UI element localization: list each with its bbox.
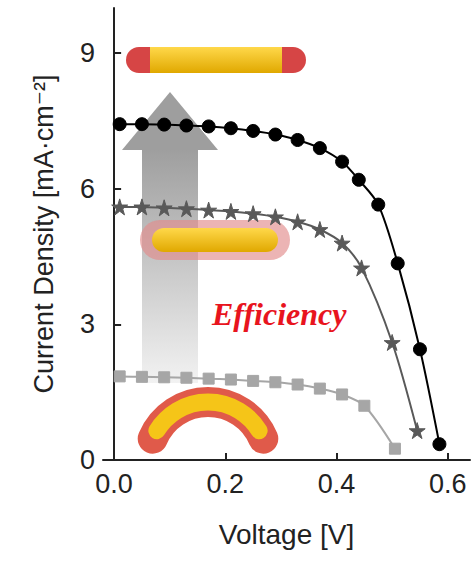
svg-text:Current Density [mA·cm⁻²]: Current Density [mA·cm⁻²] [29,75,59,394]
svg-text:9: 9 [80,38,95,68]
svg-text:Efficiency: Efficiency [211,296,347,332]
svg-text:0.0: 0.0 [95,469,133,499]
svg-text:Voltage [V]: Voltage [V] [219,519,354,550]
svg-text:6: 6 [80,174,95,204]
svg-text:0.2: 0.2 [207,469,245,499]
svg-text:0.4: 0.4 [318,469,356,499]
svg-text:3: 3 [80,309,95,339]
svg-text:0: 0 [80,445,95,475]
svg-text:0.6: 0.6 [429,469,467,499]
